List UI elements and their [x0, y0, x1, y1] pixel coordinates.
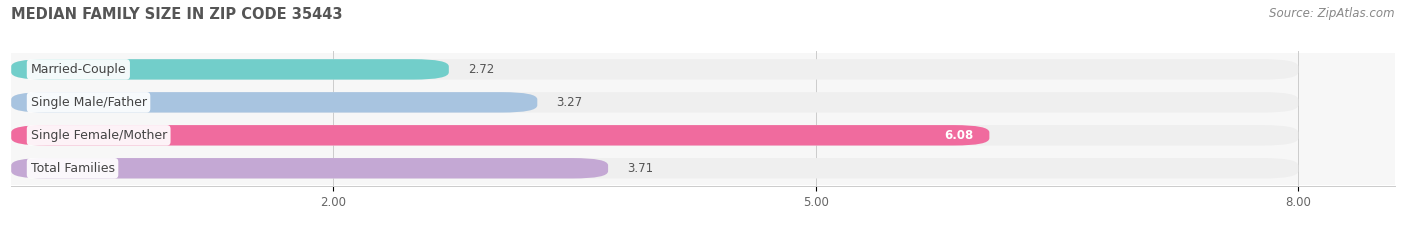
Text: Married-Couple: Married-Couple — [31, 63, 127, 76]
Text: MEDIAN FAMILY SIZE IN ZIP CODE 35443: MEDIAN FAMILY SIZE IN ZIP CODE 35443 — [11, 7, 343, 22]
FancyBboxPatch shape — [11, 59, 449, 80]
FancyBboxPatch shape — [11, 125, 1298, 146]
FancyBboxPatch shape — [11, 119, 1395, 152]
Text: Total Families: Total Families — [31, 162, 114, 175]
FancyBboxPatch shape — [11, 86, 1395, 119]
FancyBboxPatch shape — [11, 53, 1395, 86]
Text: 2.72: 2.72 — [468, 63, 495, 76]
FancyBboxPatch shape — [11, 92, 1298, 113]
Text: 3.71: 3.71 — [627, 162, 654, 175]
FancyBboxPatch shape — [11, 125, 990, 146]
Text: Single Male/Father: Single Male/Father — [31, 96, 146, 109]
FancyBboxPatch shape — [11, 158, 607, 178]
FancyBboxPatch shape — [11, 59, 1298, 80]
Text: 6.08: 6.08 — [943, 129, 973, 142]
Text: Source: ZipAtlas.com: Source: ZipAtlas.com — [1270, 7, 1395, 20]
FancyBboxPatch shape — [11, 152, 1395, 185]
Text: Single Female/Mother: Single Female/Mother — [31, 129, 167, 142]
FancyBboxPatch shape — [11, 92, 537, 113]
Text: 3.27: 3.27 — [557, 96, 582, 109]
FancyBboxPatch shape — [11, 158, 1298, 178]
